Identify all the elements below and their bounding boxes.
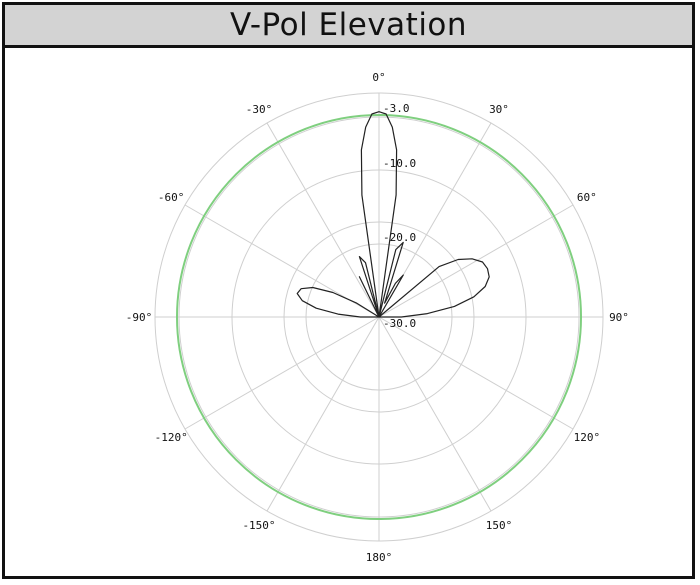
angle-tick-label: 150° — [486, 519, 513, 532]
grid-spoke — [378, 204, 574, 318]
radial-tick-label: -10.0 — [383, 157, 416, 170]
reference-ring — [176, 114, 582, 520]
radial-tick-label: -3.0 — [383, 102, 410, 115]
angle-tick-label: -90° — [126, 311, 153, 324]
angle-tick-label: -150° — [242, 519, 275, 532]
pattern-trace — [296, 256, 380, 318]
chart-title: V-Pol Elevation — [229, 7, 468, 43]
angle-tick-label: -60° — [158, 191, 185, 204]
angle-tick-label: 60° — [577, 191, 597, 204]
angle-tick-label: 0° — [372, 71, 385, 84]
grid-spoke — [378, 316, 574, 430]
grid-spoke — [266, 122, 380, 318]
angle-tick-label: 180° — [366, 551, 393, 564]
angle-tick-label: -120° — [155, 431, 188, 444]
grid-spoke — [378, 316, 492, 512]
angle-tick-label: 90° — [609, 311, 629, 324]
pattern-trace — [360, 111, 490, 318]
angle-tick-label: 30° — [489, 103, 509, 116]
title-bar: V-Pol Elevation — [5, 5, 692, 48]
radial-tick-label: -20.0 — [383, 231, 416, 244]
angle-tick-label: -30° — [246, 103, 273, 116]
grid-spoke — [184, 316, 380, 430]
angle-tick-label: 120° — [574, 431, 601, 444]
radial-tick-label: -30.0 — [383, 317, 416, 330]
grid-spoke — [266, 316, 380, 512]
